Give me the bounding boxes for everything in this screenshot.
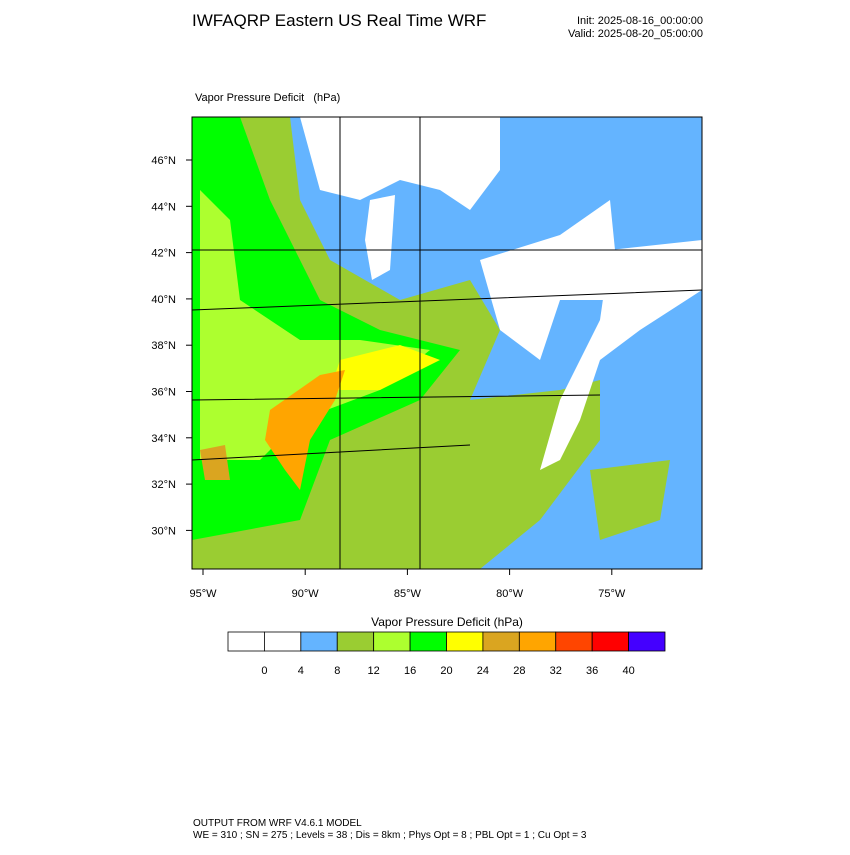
colorbar-box [591, 631, 629, 652]
colorbar-label: 20 [440, 665, 452, 677]
colorbar: 0 4 8 12 16 20 24 28 32 36 40 [227, 631, 666, 677]
colorbar-label: 8 [334, 665, 340, 677]
lon-label: 95°W [189, 588, 217, 600]
lat-label: 42°N [151, 248, 176, 260]
colorbar-box [518, 631, 557, 652]
lon-label: 90°W [292, 588, 320, 600]
lat-label: 32°N [151, 479, 176, 491]
colorbar-label: 0 [261, 665, 267, 677]
lon-label: 80°W [496, 588, 524, 600]
colorbar-box [264, 631, 302, 652]
lat-label: 30°N [151, 525, 176, 537]
state-borders [192, 117, 702, 569]
lat-label: 38°N [151, 340, 176, 352]
title: IWFAQRP Eastern US Real Time WRF [192, 11, 486, 30]
lat-labels: 46°N 44°N 42°N 40°N 38°N 36°N 34°N 32°N 30°N [151, 155, 192, 537]
colorbar-box [628, 631, 666, 652]
colorbar-box [336, 631, 375, 652]
lon-labels: 95°W 90°W 85°W 80°W 75°W [189, 569, 626, 600]
map-frame [191, 116, 703, 570]
lake-superior-area [300, 117, 500, 210]
lat-label: 40°N [151, 294, 176, 306]
lat-label: 44°N [151, 201, 176, 213]
northeast-area [480, 200, 620, 360]
colorbar-box [227, 631, 265, 652]
atlantic-coast [540, 240, 702, 470]
colorbar-label: 24 [477, 665, 489, 677]
colorbar-label: 28 [513, 665, 525, 677]
colorbar-label: 40 [622, 665, 634, 677]
colorbar-box [555, 631, 593, 652]
footer-line: OUTPUT FROM WRF V4.6.1 MODEL [193, 818, 362, 829]
colorbar-label: 4 [298, 665, 304, 677]
lat-label: 34°N [151, 433, 176, 445]
colorbar-box [482, 631, 520, 652]
init-time: Init: 2025-08-16_00:00:00 [577, 15, 703, 27]
region-orange [265, 370, 345, 490]
colorbar-title: Vapor Pressure Deficit (hPa) [371, 615, 523, 629]
lat-label: 36°N [151, 387, 176, 399]
map-field [192, 117, 702, 569]
colorbar-label: 16 [404, 665, 416, 677]
field-label: Vapor Pressure Deficit (hPa) [195, 92, 340, 104]
lake-michigan [365, 195, 395, 280]
lat-label: 46°N [151, 155, 176, 167]
lon-label: 75°W [598, 588, 626, 600]
colorbar-label: 12 [368, 665, 380, 677]
lon-label: 85°W [394, 588, 422, 600]
gulf-area [192, 545, 470, 569]
valid-time: Valid: 2025-08-20_05:00:00 [568, 28, 703, 40]
colorbar-box [373, 631, 411, 652]
colorbar-box [409, 631, 447, 652]
colorbar-box [300, 631, 338, 652]
colorbar-label: 32 [550, 665, 562, 677]
ocean-patch [590, 460, 670, 540]
colorbar-label: 36 [586, 665, 598, 677]
footer-line: WE = 310 ; SN = 275 ; Levels = 38 ; Dis … [193, 830, 587, 841]
colorbar-box [446, 631, 484, 652]
region-yellow [330, 345, 440, 390]
region-mid [200, 190, 430, 460]
region-gold [200, 445, 230, 480]
